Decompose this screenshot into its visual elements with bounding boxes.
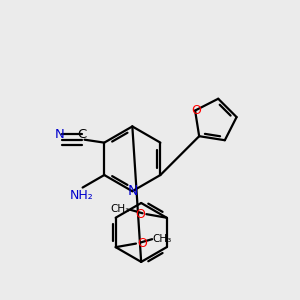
Text: N: N [54,128,64,141]
Text: O: O [192,104,202,117]
Text: CH₃: CH₃ [153,234,172,244]
Text: CH₃: CH₃ [110,204,130,214]
Text: O: O [135,208,145,220]
Text: O: O [137,237,147,250]
Text: C: C [78,128,87,141]
Text: N: N [127,184,137,198]
Text: NH₂: NH₂ [69,189,93,202]
